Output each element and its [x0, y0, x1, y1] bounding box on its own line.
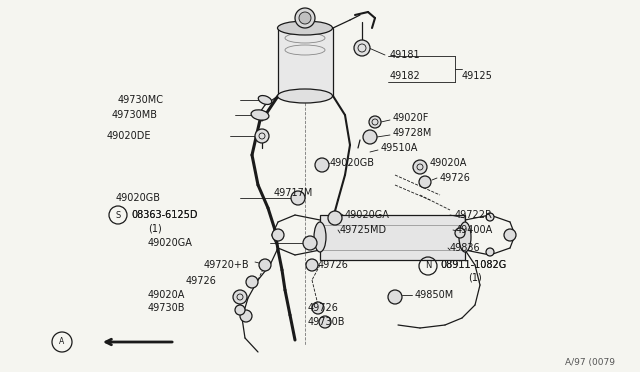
Text: 49020A: 49020A: [430, 158, 467, 168]
Text: 49836: 49836: [450, 243, 481, 253]
Text: 49181: 49181: [390, 50, 420, 60]
Circle shape: [315, 158, 329, 172]
Text: S: S: [115, 211, 120, 219]
Text: 49510A: 49510A: [381, 143, 419, 153]
Text: (1): (1): [148, 223, 162, 233]
Text: (1): (1): [468, 273, 482, 283]
Text: 49020GB: 49020GB: [330, 158, 375, 168]
Circle shape: [259, 259, 271, 271]
Text: 49720+B: 49720+B: [204, 260, 250, 270]
Circle shape: [419, 176, 431, 188]
Text: 49726: 49726: [186, 276, 217, 286]
Text: A/97 (0079: A/97 (0079: [565, 357, 615, 366]
Text: 49020GB: 49020GB: [116, 193, 161, 203]
Circle shape: [235, 305, 245, 315]
Text: 49020A: 49020A: [148, 290, 186, 300]
Text: 49020GA: 49020GA: [148, 238, 193, 248]
Circle shape: [363, 130, 377, 144]
Text: 49850M: 49850M: [415, 290, 454, 300]
Circle shape: [388, 290, 402, 304]
Circle shape: [295, 8, 315, 28]
Ellipse shape: [259, 96, 272, 105]
Circle shape: [291, 191, 305, 205]
Circle shape: [240, 310, 252, 322]
Bar: [320, 215, 465, 260]
Circle shape: [486, 248, 494, 256]
Circle shape: [272, 229, 284, 241]
Circle shape: [486, 213, 494, 221]
Text: 49020GA: 49020GA: [345, 210, 390, 220]
Text: 49725MD: 49725MD: [340, 225, 387, 235]
Circle shape: [233, 290, 247, 304]
Ellipse shape: [251, 110, 269, 120]
Text: 49125: 49125: [462, 71, 493, 81]
Circle shape: [299, 12, 311, 24]
Circle shape: [504, 229, 516, 241]
Text: A: A: [60, 337, 65, 346]
Text: 49730MB: 49730MB: [112, 110, 158, 120]
Circle shape: [369, 116, 381, 128]
Text: 49182: 49182: [390, 71, 420, 81]
Bar: [278, 28, 333, 96]
Text: 49726: 49726: [308, 303, 339, 313]
Text: 08363-6125D: 08363-6125D: [131, 210, 198, 220]
Text: 08363-6125D: 08363-6125D: [131, 210, 198, 220]
Text: 08911-1082G: 08911-1082G: [440, 260, 506, 270]
Text: 49020DE: 49020DE: [107, 131, 152, 141]
Circle shape: [255, 129, 269, 143]
Text: 49728M: 49728M: [393, 128, 433, 138]
Ellipse shape: [278, 89, 333, 103]
Circle shape: [306, 259, 318, 271]
Text: N: N: [425, 262, 431, 270]
Circle shape: [246, 276, 258, 288]
Circle shape: [455, 228, 465, 238]
Circle shape: [328, 211, 342, 225]
Ellipse shape: [459, 222, 471, 252]
Text: 49730B: 49730B: [148, 303, 186, 313]
Ellipse shape: [314, 222, 326, 252]
Circle shape: [413, 160, 427, 174]
Text: 49726: 49726: [440, 173, 471, 183]
Text: 49717M: 49717M: [274, 188, 314, 198]
Text: 49730MC: 49730MC: [118, 95, 164, 105]
Text: 49722R: 49722R: [455, 210, 493, 220]
Ellipse shape: [278, 21, 333, 35]
Circle shape: [312, 302, 324, 314]
Circle shape: [319, 316, 331, 328]
Text: 49726: 49726: [318, 260, 349, 270]
Text: 49730B: 49730B: [308, 317, 346, 327]
Circle shape: [303, 236, 317, 250]
Text: 08911-1082G: 08911-1082G: [440, 260, 506, 270]
Text: 49020F: 49020F: [393, 113, 429, 123]
Circle shape: [354, 40, 370, 56]
Text: 49400A: 49400A: [456, 225, 493, 235]
